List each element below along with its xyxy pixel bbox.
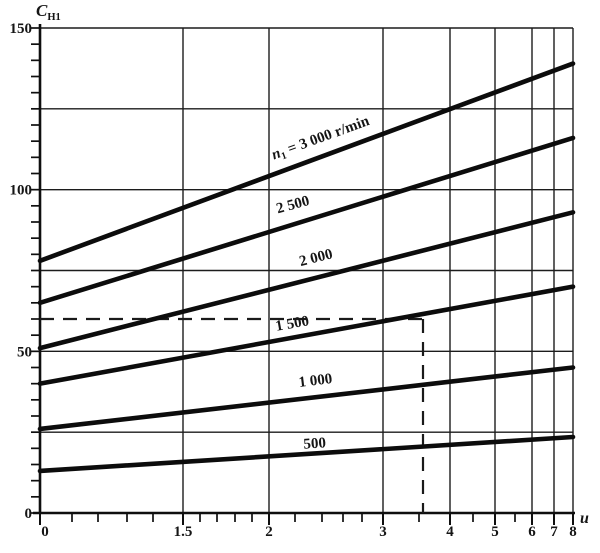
tick-marks	[31, 27, 574, 525]
series-label-2-500-r/min: 2 500	[275, 193, 312, 217]
y-tick-label-150: 150	[10, 21, 33, 37]
series-label-2-000-r/min: 2 000	[298, 246, 335, 270]
y-axis-title-subscript: H1	[47, 12, 60, 23]
series-lines	[37, 61, 576, 474]
x-tick-label-5: 5	[491, 524, 499, 540]
x-tick-label-3: 3	[379, 524, 387, 540]
y-tick-label-50: 50	[17, 344, 32, 360]
series-line-2-000-r/min	[37, 210, 576, 351]
series-line-1-500-r/min	[37, 284, 576, 386]
x-tick-label-2: 2	[265, 524, 273, 540]
x-tick-label-7: 7	[550, 524, 558, 540]
x-tick-label-4: 4	[446, 524, 454, 540]
series-label-subscript: 1	[280, 150, 288, 162]
series-label-500-r/min: 500	[303, 435, 327, 453]
series-label-rest: = 3 000 r/min	[282, 113, 372, 159]
y-axis-title-main: C	[36, 1, 48, 20]
x-tick-label-1.5: 1.5	[174, 524, 193, 540]
y-tick-label-0: 0	[25, 506, 33, 522]
x-tick-label-6: 6	[528, 524, 536, 540]
y-tick-label-100: 100	[10, 183, 33, 199]
dashed-example-lines	[40, 317, 425, 513]
series-label-1-000-r/min: 1 000	[298, 371, 333, 391]
gridlines	[40, 27, 574, 513]
series-line-1-000-r/min	[37, 365, 576, 432]
series-line-500-r/min	[37, 434, 576, 474]
x-tick-label-0: 0	[41, 524, 49, 540]
series-label-1-500-r/min: 1 500	[274, 313, 310, 335]
y-axis-title: CH1	[36, 1, 61, 23]
x-tick-label-8: 8	[569, 524, 577, 540]
series-line-2-500-r/min	[37, 135, 576, 306]
x-axis-title: u	[580, 510, 589, 527]
series-line-n1-=-3-000-r/min	[37, 61, 576, 264]
